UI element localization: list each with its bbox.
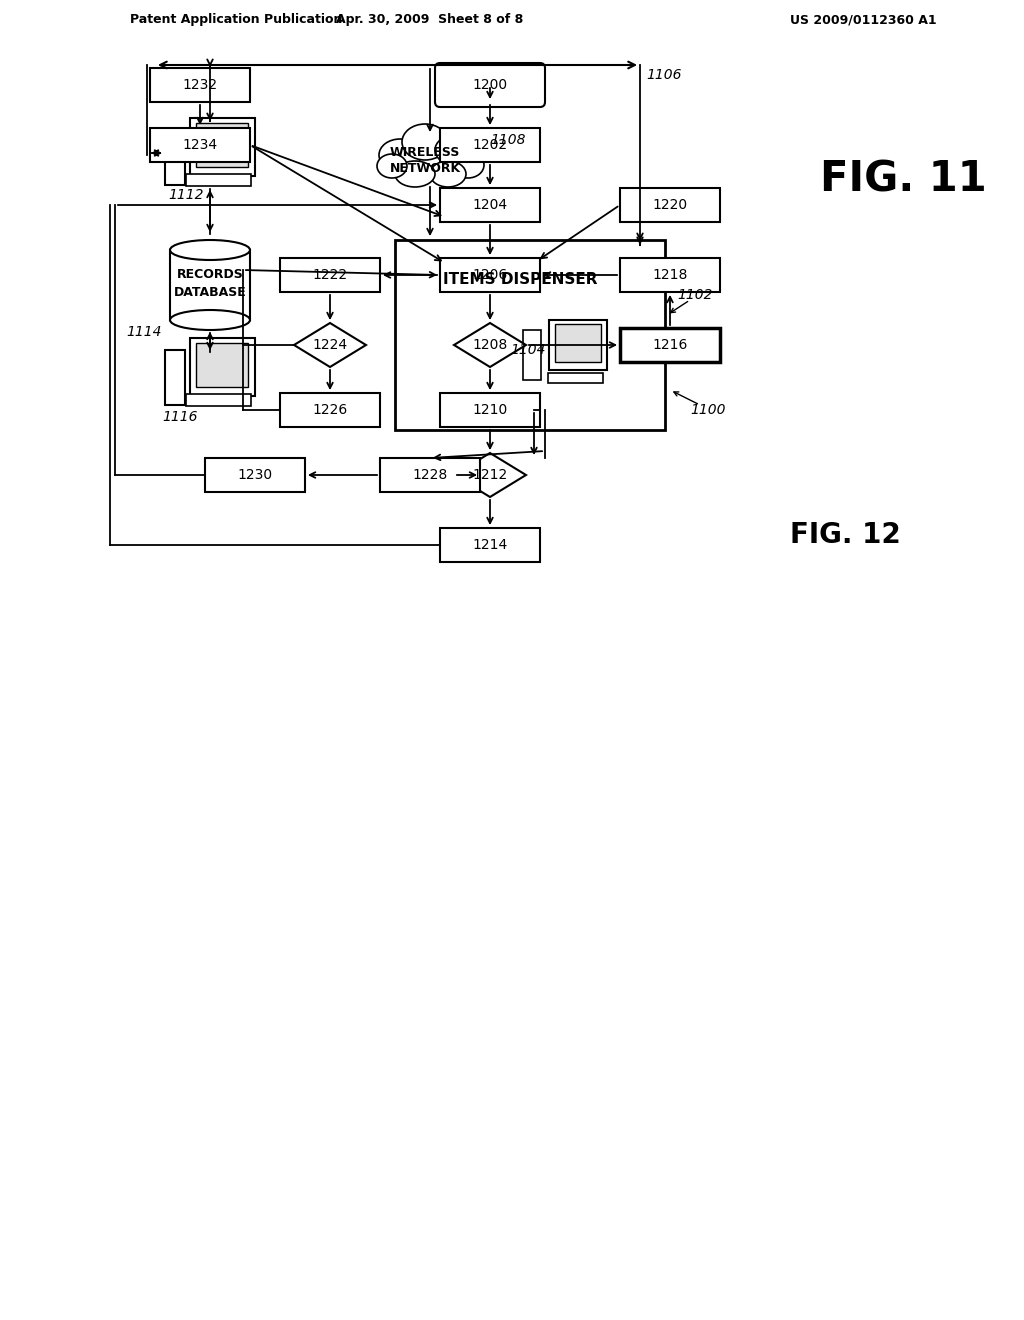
Text: 1228: 1228 <box>413 469 447 482</box>
Text: 1202: 1202 <box>472 139 508 152</box>
Text: 1116: 1116 <box>162 411 198 424</box>
Text: 1200: 1200 <box>472 78 508 92</box>
Bar <box>185 174 251 186</box>
Bar <box>189 117 255 176</box>
Bar <box>150 69 250 102</box>
Text: 1216: 1216 <box>652 338 688 352</box>
Text: RECORDS: RECORDS <box>176 268 244 281</box>
Ellipse shape <box>379 139 421 172</box>
Text: US 2009/0112360 A1: US 2009/0112360 A1 <box>790 13 937 26</box>
Text: 1214: 1214 <box>472 539 508 552</box>
Ellipse shape <box>430 161 466 187</box>
Bar <box>165 350 185 404</box>
Text: 1112: 1112 <box>168 187 204 202</box>
Bar <box>280 257 380 292</box>
Text: 1208: 1208 <box>472 338 508 352</box>
Ellipse shape <box>170 240 250 260</box>
Text: 1102: 1102 <box>677 288 713 302</box>
Text: 1108: 1108 <box>490 133 525 147</box>
Ellipse shape <box>402 124 449 160</box>
Text: 1204: 1204 <box>472 198 508 213</box>
Text: 1212: 1212 <box>472 469 508 482</box>
Bar <box>620 327 720 362</box>
Bar <box>189 338 255 396</box>
Ellipse shape <box>377 154 407 178</box>
Text: 1224: 1224 <box>312 338 347 352</box>
Text: 1234: 1234 <box>182 139 217 152</box>
Bar <box>555 323 601 362</box>
Bar <box>185 393 251 407</box>
Text: 1104: 1104 <box>510 343 546 356</box>
Bar <box>150 128 250 162</box>
Text: WIRELESS: WIRELESS <box>390 145 460 158</box>
Text: 1222: 1222 <box>312 268 347 282</box>
Text: 1106: 1106 <box>646 69 682 82</box>
Bar <box>395 240 665 430</box>
Text: 1220: 1220 <box>652 198 687 213</box>
FancyBboxPatch shape <box>435 63 545 107</box>
Ellipse shape <box>435 135 475 165</box>
Bar <box>380 458 480 492</box>
Polygon shape <box>454 453 526 498</box>
Bar <box>549 319 607 370</box>
Bar <box>548 374 602 383</box>
Bar <box>205 458 305 492</box>
Text: 1114: 1114 <box>127 325 162 339</box>
Text: DATABASE: DATABASE <box>174 286 247 300</box>
Text: Apr. 30, 2009  Sheet 8 of 8: Apr. 30, 2009 Sheet 8 of 8 <box>336 13 523 26</box>
Ellipse shape <box>170 310 250 330</box>
Bar <box>196 343 248 387</box>
Bar <box>440 528 540 562</box>
Bar <box>440 187 540 222</box>
Text: 1218: 1218 <box>652 268 688 282</box>
Bar <box>620 187 720 222</box>
Bar <box>440 128 540 162</box>
Polygon shape <box>294 323 366 367</box>
Bar <box>280 393 380 426</box>
Bar <box>165 129 185 185</box>
Text: 1226: 1226 <box>312 403 347 417</box>
Text: 1232: 1232 <box>182 78 217 92</box>
Bar <box>440 257 540 292</box>
Bar <box>196 123 248 168</box>
Text: 1206: 1206 <box>472 268 508 282</box>
Bar <box>620 257 720 292</box>
Bar <box>523 330 541 380</box>
Text: FIG. 12: FIG. 12 <box>790 521 901 549</box>
Text: Patent Application Publication: Patent Application Publication <box>130 13 342 26</box>
Polygon shape <box>454 323 526 367</box>
Text: 1230: 1230 <box>238 469 272 482</box>
Text: 1210: 1210 <box>472 403 508 417</box>
Ellipse shape <box>395 161 435 187</box>
Ellipse shape <box>452 152 484 178</box>
Text: 1100: 1100 <box>690 403 725 417</box>
Text: ITEMS DISPENSER: ITEMS DISPENSER <box>442 272 597 288</box>
Text: FIG. 11: FIG. 11 <box>820 158 987 201</box>
Text: NETWORK: NETWORK <box>389 161 461 174</box>
Bar <box>440 393 540 426</box>
